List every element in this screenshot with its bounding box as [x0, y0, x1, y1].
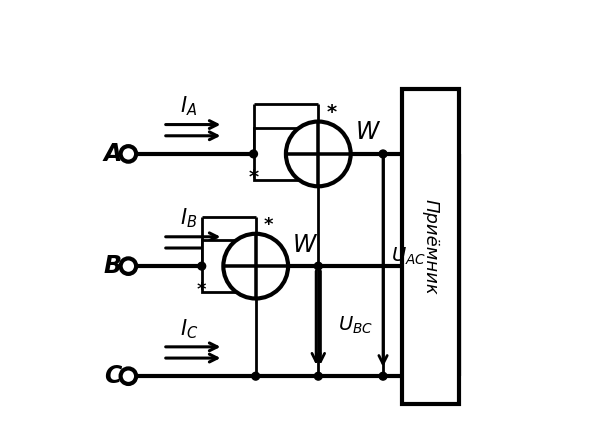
- Circle shape: [198, 262, 205, 270]
- Circle shape: [286, 122, 351, 186]
- Text: *: *: [197, 281, 207, 299]
- Circle shape: [223, 234, 288, 298]
- Text: C: C: [104, 364, 121, 388]
- Text: Приёмник: Приёмник: [421, 199, 440, 294]
- Text: $I_C$: $I_C$: [180, 317, 198, 340]
- Text: B: B: [103, 254, 121, 278]
- Circle shape: [379, 150, 387, 158]
- Bar: [253, 128, 299, 180]
- Text: $W$: $W$: [355, 120, 381, 144]
- Text: $U_{BC}$: $U_{BC}$: [338, 315, 373, 336]
- Circle shape: [379, 372, 387, 380]
- Bar: [202, 240, 240, 292]
- Circle shape: [121, 368, 136, 384]
- Text: $I_A$: $I_A$: [180, 95, 197, 118]
- Bar: [402, 89, 459, 404]
- Text: $I_B$: $I_B$: [180, 207, 197, 230]
- Circle shape: [314, 372, 322, 380]
- Text: A: A: [103, 142, 122, 166]
- Circle shape: [121, 259, 136, 274]
- Text: *: *: [326, 103, 336, 123]
- Circle shape: [252, 372, 260, 380]
- Text: *: *: [264, 216, 274, 234]
- Circle shape: [250, 150, 258, 158]
- Text: $U_{AC}$: $U_{AC}$: [391, 246, 426, 267]
- Text: $W$: $W$: [292, 233, 319, 257]
- Circle shape: [121, 146, 136, 162]
- Circle shape: [314, 262, 322, 270]
- Text: *: *: [248, 168, 259, 187]
